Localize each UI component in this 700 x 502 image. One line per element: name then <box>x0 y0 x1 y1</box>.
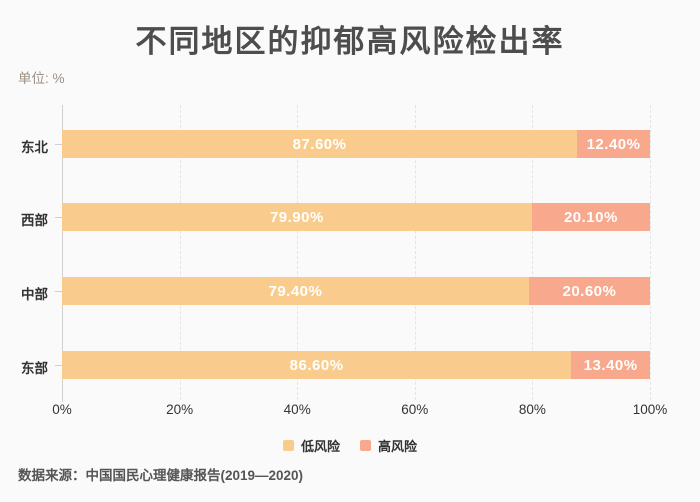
bar-value-label: 20.10% <box>563 208 618 226</box>
chart-area: 87.60% 12.40% 79.90% 20.10% 79.40% 20.60% 86.6… <box>0 105 700 402</box>
bar-segment-低风险-东北: 87.60% <box>62 130 578 158</box>
category-label-西部: 西部 <box>21 213 48 228</box>
gridline-80% <box>532 105 534 400</box>
bar-row-西部: 79.90% 20.10% <box>62 203 650 231</box>
y-axis-tick <box>55 217 62 218</box>
unit-label: 单位: % <box>18 71 65 86</box>
x-tick-label-20%: 20% <box>166 402 194 417</box>
bar-value-label: 79.90% <box>269 208 324 226</box>
bar-value-label: 87.60% <box>292 135 347 153</box>
legend-swatch-icon <box>282 440 294 451</box>
chart-title: 不同地区的抑郁高风险检出率 <box>135 24 565 59</box>
x-tick-label-0%: 0% <box>52 402 72 417</box>
y-axis-tick <box>55 365 62 366</box>
x-tick-label-80%: 80% <box>518 402 546 417</box>
legend-label: 高风险 <box>378 439 418 454</box>
bar-row-东北: 87.60% 12.40% <box>62 130 650 158</box>
bar-value-label: 20.60% <box>562 282 617 300</box>
bar-segment-高风险-西部: 20.10% <box>531 203 650 231</box>
y-axis-tick <box>55 144 62 145</box>
y-axis-line <box>62 105 63 402</box>
bar-row-东部: 86.60% 13.40% <box>62 351 650 379</box>
legend-item-高风险: 高风险 <box>360 436 417 455</box>
bar-segment-高风险-中部: 20.60% <box>528 277 650 305</box>
bar-segment-高风险-东北: 12.40% <box>577 130 650 158</box>
bar-value-label: 12.40% <box>586 135 641 153</box>
legend: 低风险 高风险 <box>0 436 700 455</box>
x-axis: 0% 20% 40% 60% 80% 100% <box>0 402 700 422</box>
plot-area: 87.60% 12.40% 79.90% 20.10% 79.40% 20.60% 86.6… <box>62 105 651 402</box>
category-label-东北: 东北 <box>21 140 48 155</box>
x-tick-label-100%: 100% <box>632 402 668 417</box>
category-label-中部: 中部 <box>21 287 48 302</box>
x-tick-label-40%: 40% <box>283 402 311 417</box>
bar-value-label: 79.40% <box>268 282 323 300</box>
legend-swatch-icon <box>360 440 371 451</box>
legend-label: 低风险 <box>300 439 340 454</box>
gridline-40% <box>297 105 299 400</box>
gridline-60% <box>414 105 416 400</box>
bar-row-中部: 79.40% 20.60% <box>62 277 650 305</box>
source-note: 数据来源：中国国民心理健康报告(2019—2020) <box>18 468 304 483</box>
bar-segment-低风险-东部: 86.60% <box>62 351 572 379</box>
bar-value-label: 86.60% <box>289 356 344 374</box>
bar-segment-低风险-中部: 79.40% <box>62 277 529 305</box>
gridline-20% <box>179 105 181 400</box>
y-axis-tick <box>55 291 62 292</box>
category-label-东部: 东部 <box>21 361 48 376</box>
gridline-100% <box>650 105 651 400</box>
legend-item-低风险: 低风险 <box>282 436 340 455</box>
bar-value-label: 13.40% <box>583 356 638 374</box>
bar-segment-低风险-西部: 79.90% <box>62 203 532 231</box>
bar-segment-高风险-东部: 13.40% <box>571 351 650 379</box>
x-tick-label-60%: 60% <box>401 402 429 417</box>
